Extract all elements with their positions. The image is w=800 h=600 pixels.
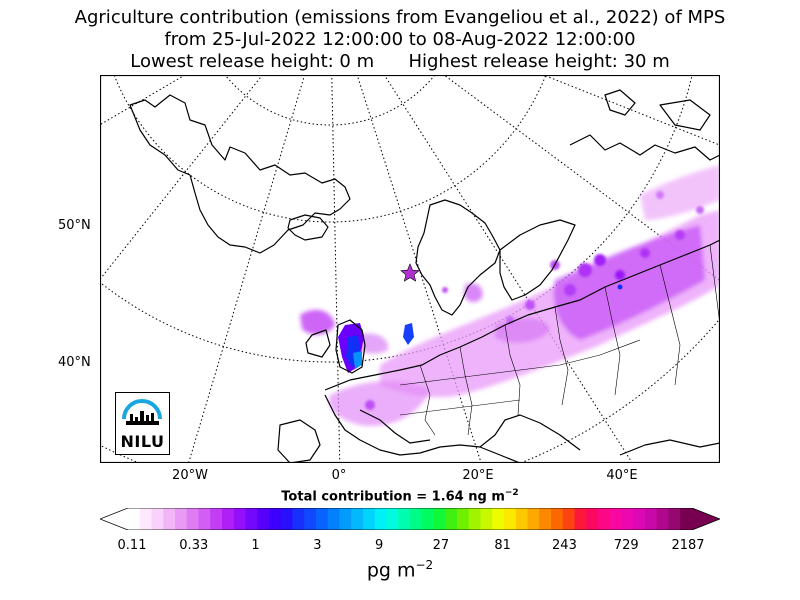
station-star-icon — [400, 263, 420, 282]
colorbar-swatch — [421, 508, 435, 530]
colorbar-tick-label: 243 — [552, 538, 577, 553]
colorbar-swatch — [504, 508, 517, 530]
colorbar-swatch — [621, 508, 634, 530]
colorbar-tick-label: 9 — [374, 538, 384, 553]
colorbar-swatch — [574, 508, 587, 530]
colorbar-swatch — [351, 508, 364, 530]
colorbar-swatch — [175, 508, 188, 530]
colorbar-swatch — [515, 508, 529, 530]
colorbar-tick-label: 729 — [613, 538, 639, 553]
total-contribution: Total contribution = 1.64 ng m−2 — [0, 488, 800, 504]
total-prefix: Total contribution = 1.64 ng m — [281, 489, 505, 505]
colorbar-swatch — [668, 508, 681, 530]
colorbar-swatch — [198, 508, 211, 530]
colorbar-swatch — [363, 508, 376, 530]
colorbar-swatch — [210, 508, 223, 530]
colorbar-swatch — [656, 508, 670, 530]
map-panel — [100, 75, 720, 463]
colorbar-swatch — [233, 508, 247, 530]
colorbar-tick-label: 1 — [251, 538, 260, 553]
colorbar-swatch — [586, 508, 599, 530]
colorbar-units: pg m−2 — [0, 558, 800, 581]
colorbar-swatch — [316, 508, 329, 530]
lon-label-20w: 20°W — [172, 468, 208, 483]
colorbar-swatch — [128, 508, 141, 530]
colorbar-swatch — [633, 508, 646, 530]
country-borders — [399, 244, 720, 436]
colorbar-swatch — [645, 508, 658, 530]
colorbar-swatch — [186, 508, 200, 530]
colorbar-swatch — [551, 508, 564, 530]
colorbar-swatch — [374, 508, 388, 530]
colorbar-low-extend — [100, 508, 128, 530]
colorbar-swatch — [492, 508, 505, 530]
units-exponent: −2 — [415, 558, 434, 572]
lat-label-40n: 40°N — [58, 355, 91, 370]
colorbar-swatch — [609, 508, 623, 530]
colorbar-tick-label: 27 — [432, 538, 450, 553]
plume-dense-spots — [365, 191, 704, 410]
colorbar-swatch — [445, 508, 458, 530]
colorbar-swatch — [304, 508, 317, 530]
colorbar-swatch — [680, 508, 693, 530]
emission-plume — [300, 165, 720, 426]
colorbar-swatch — [339, 508, 352, 530]
title-line-2: from 25-Jul-2022 12:00:00 to 08-Aug-2022… — [164, 29, 636, 50]
colorbar-swatch — [257, 508, 270, 530]
colorbar-swatch — [292, 508, 305, 530]
colorbar-swatch — [539, 508, 552, 530]
colorbar-swatch — [245, 508, 258, 530]
colorbar-tick-label: 0.11 — [117, 538, 147, 553]
colorbar-swatch — [527, 508, 540, 530]
colorbar-swatch — [410, 508, 423, 530]
colorbar-swatch — [386, 508, 399, 530]
logo-text: NILU — [120, 432, 165, 451]
plume-high-spots — [338, 284, 623, 373]
colorbar-tick-label: 3 — [313, 538, 322, 553]
colorbar-tick-label: 81 — [494, 538, 511, 553]
colorbar-swatch — [269, 508, 282, 530]
colorbar-swatch — [562, 508, 576, 530]
lon-label-20e: 20°E — [462, 468, 494, 483]
colorbar-swatch — [139, 508, 153, 530]
total-exponent: −2 — [504, 488, 519, 498]
colorbar-swatch — [598, 508, 611, 530]
colorbar-tick-label: 2187 — [671, 538, 705, 553]
colorbar-swatch — [468, 508, 482, 530]
nilu-logo-icon — [122, 399, 162, 425]
colorbar-swatch — [151, 508, 164, 530]
title-line-1: Agriculture contribution (emissions from… — [74, 7, 726, 28]
colorbar-swatch — [327, 508, 341, 530]
colorbar — [100, 508, 720, 530]
colorbar-swatch — [398, 508, 411, 530]
colorbar-swatch — [433, 508, 446, 530]
colorbar-swatch — [457, 508, 470, 530]
lat-label-50n: 50°N — [58, 218, 91, 233]
units-text: pg m — [366, 559, 416, 582]
title-line-3: Lowest release height: 0 m Highest relea… — [130, 51, 670, 72]
lon-label-0: 0° — [331, 468, 347, 483]
colorbar-swatch — [480, 508, 493, 530]
colorbar-high-extend — [692, 508, 720, 530]
colorbar-tick-label: 0.33 — [179, 538, 209, 553]
colorbar-swatch — [163, 508, 176, 530]
colorbar-swatch — [280, 508, 294, 530]
nilu-logo: NILU — [115, 392, 170, 455]
colorbar-swatch — [222, 508, 235, 530]
lon-label-40e: 40°E — [606, 468, 638, 483]
coastlines — [129, 89, 720, 463]
